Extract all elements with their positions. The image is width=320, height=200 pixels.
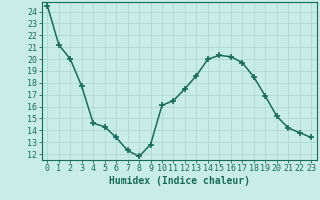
X-axis label: Humidex (Indice chaleur): Humidex (Indice chaleur) [109, 176, 250, 186]
